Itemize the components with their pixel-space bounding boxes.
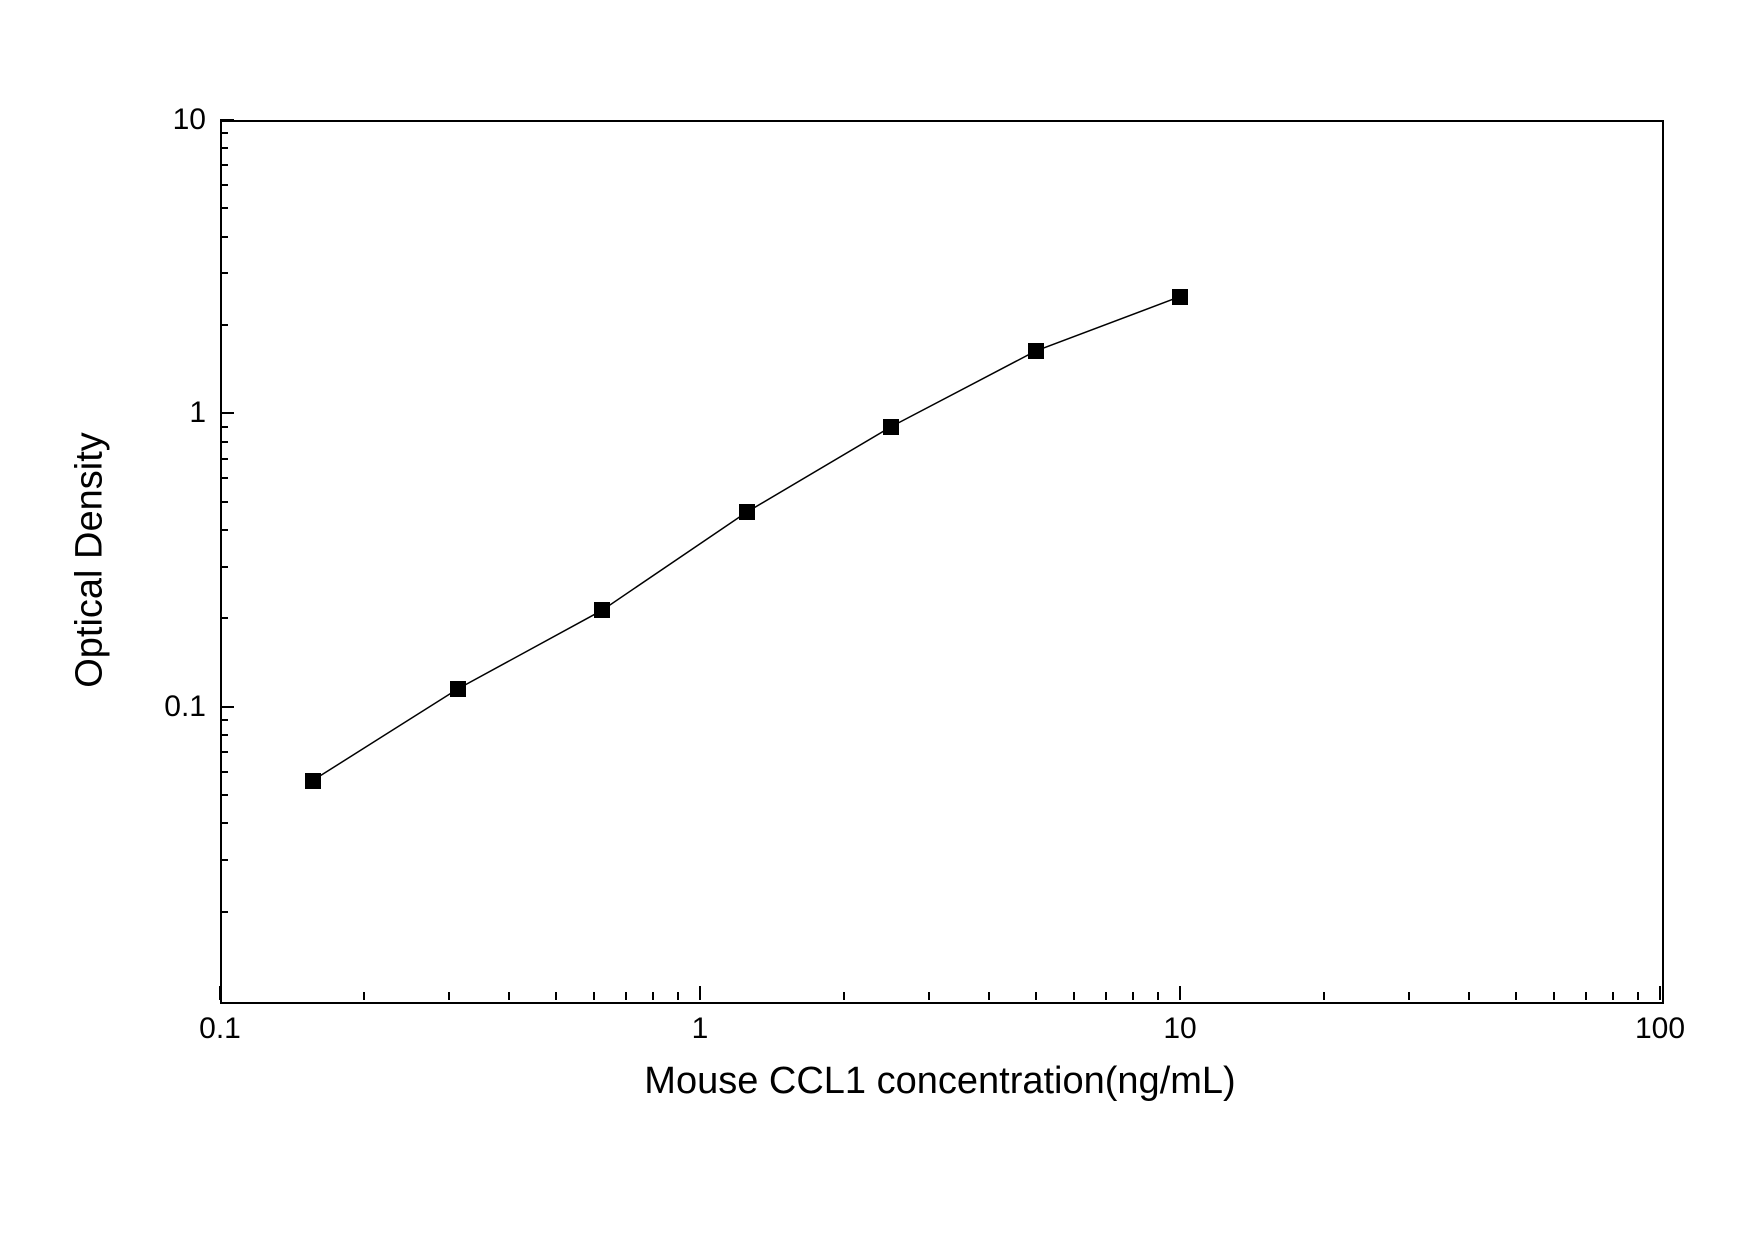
data-point-marker (450, 681, 466, 697)
data-point-marker (739, 504, 755, 520)
data-point-marker (594, 602, 610, 618)
series-line-layer (0, 0, 1755, 1240)
data-point-marker (1172, 289, 1188, 305)
data-point-marker (883, 419, 899, 435)
standard-curve-chart: 0.11101000.1110Mouse CCL1 concentration(… (0, 0, 1755, 1240)
data-point-marker (1028, 343, 1044, 359)
series-line (313, 297, 1180, 781)
data-point-marker (305, 773, 321, 789)
